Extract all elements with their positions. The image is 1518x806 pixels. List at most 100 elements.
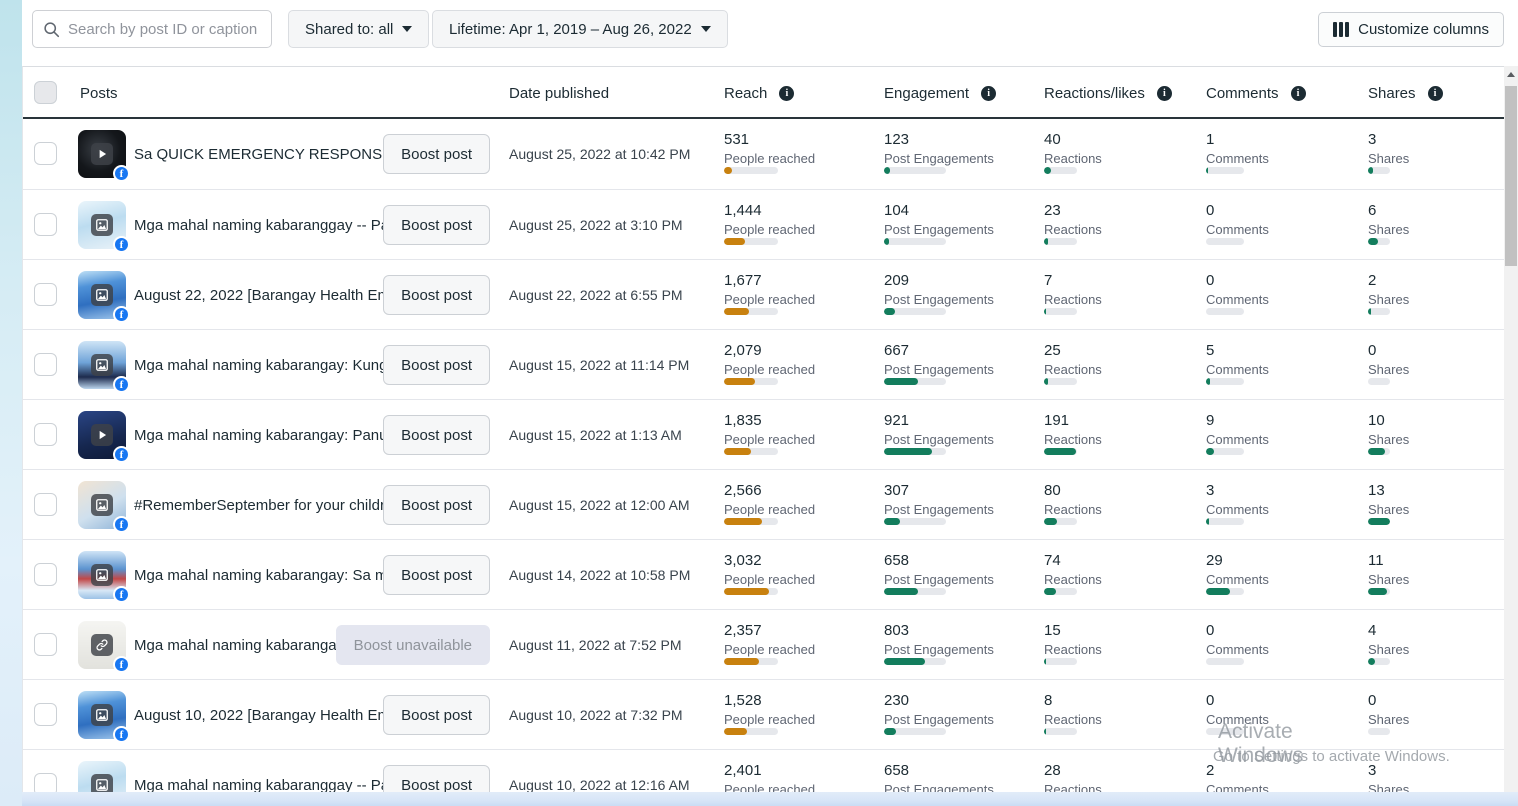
info-icon[interactable] <box>1156 85 1172 101</box>
scrollbar-thumb[interactable] <box>1505 86 1517 266</box>
row-checkbox[interactable] <box>34 773 57 792</box>
engagement-bar <box>884 518 946 525</box>
engagement-value: 658 <box>884 552 910 569</box>
row-checkbox[interactable] <box>34 563 57 586</box>
reach-label: People reached <box>724 502 816 517</box>
info-icon[interactable] <box>779 85 795 101</box>
reactions-value: 25 <box>1044 342 1061 359</box>
reactions-label: Reactions <box>1044 222 1102 237</box>
boost-post-button[interactable]: Boost post <box>383 345 490 385</box>
reach-label: People reached <box>724 151 816 166</box>
engagement-value: 209 <box>884 272 910 289</box>
date-published: August 14, 2022 at 10:58 PM <box>509 567 691 583</box>
lifetime-filter[interactable]: Lifetime: Apr 1, 2019 – Aug 26, 2022 <box>432 10 728 48</box>
comments-bar <box>1206 448 1244 455</box>
post-caption[interactable]: Sa QUICK EMERGENCY RESPONSE REQ... <box>134 145 389 163</box>
post-caption[interactable]: Mga mahal naming kabaranggay -- Pa... <box>134 216 389 234</box>
row-checkbox[interactable] <box>34 213 57 236</box>
post-thumbnail[interactable] <box>78 621 130 673</box>
vertical-scrollbar[interactable] <box>1504 66 1518 806</box>
comments-value: 0 <box>1206 622 1215 639</box>
post-thumbnail[interactable] <box>78 411 130 463</box>
reach-value: 1,835 <box>724 412 762 429</box>
reactions-bar <box>1044 167 1077 174</box>
post-caption[interactable]: Mga mahal naming kabarangay: Sa mg... <box>134 566 389 584</box>
reactions-bar <box>1044 238 1077 245</box>
comments-label: Comments <box>1206 432 1269 447</box>
post-caption[interactable]: Mga mahal naming kabarangay: Panuo... <box>134 426 389 444</box>
reach-bar <box>724 167 778 174</box>
table-body: Sa QUICK EMERGENCY RESPONSE REQ... Boost… <box>23 119 1504 792</box>
row-checkbox[interactable] <box>34 703 57 726</box>
scrollbar-up-arrow-icon[interactable] <box>1504 66 1518 82</box>
row-checkbox[interactable] <box>34 142 57 165</box>
boost-post-button[interactable]: Boost post <box>383 765 490 792</box>
post-caption[interactable]: #RememberSeptember for your childre... <box>134 496 389 514</box>
post-thumbnail[interactable] <box>78 271 130 323</box>
engagement-value: 921 <box>884 412 910 429</box>
shares-label: Shares <box>1368 362 1410 377</box>
shares-label: Shares <box>1368 782 1410 792</box>
post-type-icon <box>91 564 113 586</box>
customize-columns-button[interactable]: Customize columns <box>1318 12 1504 47</box>
post-thumbnail[interactable] <box>78 551 130 603</box>
search-input[interactable] <box>68 20 261 38</box>
shares-label: Shares <box>1368 642 1410 657</box>
row-checkbox[interactable] <box>34 423 57 446</box>
column-header-shares: Shares <box>1368 67 1443 119</box>
post-thumbnail[interactable] <box>78 130 130 182</box>
comments-value: 29 <box>1206 552 1223 569</box>
shared-to-filter[interactable]: Shared to: all <box>288 10 430 48</box>
facebook-badge-icon <box>113 165 130 182</box>
comments-value: 0 <box>1206 272 1215 289</box>
post-thumbnail[interactable] <box>78 481 130 533</box>
row-checkbox[interactable] <box>34 633 57 656</box>
post-thumbnail[interactable] <box>78 761 126 792</box>
shared-to-label: Shared to: all <box>305 20 394 38</box>
post-caption[interactable]: August 22, 2022 [Barangay Health Eme... <box>134 286 389 304</box>
row-checkbox[interactable] <box>34 493 57 516</box>
boost-post-button[interactable]: Boost post <box>383 485 490 525</box>
comments-bar <box>1206 518 1244 525</box>
engagement-bar <box>884 728 946 735</box>
engagement-label: Post Engagements <box>884 222 994 237</box>
boost-post-button[interactable]: Boost post <box>383 415 490 455</box>
date-published: August 15, 2022 at 1:13 AM <box>509 427 682 443</box>
post-caption[interactable]: Mga mahal naming kabarangay: Kung ... <box>134 356 389 374</box>
search-box[interactable] <box>32 10 272 48</box>
shares-bar <box>1368 378 1390 385</box>
post-type-icon <box>91 774 113 792</box>
post-caption[interactable]: August 10, 2022 [Barangay Health Eme... <box>134 706 389 724</box>
boost-post-button[interactable]: Boost unavailable <box>335 625 490 665</box>
reach-value: 2,401 <box>724 762 762 779</box>
post-thumbnail[interactable] <box>78 341 130 393</box>
info-icon[interactable] <box>1427 85 1443 101</box>
date-published: August 15, 2022 at 12:00 AM <box>509 497 690 513</box>
post-thumbnail[interactable] <box>78 691 130 743</box>
boost-post-button[interactable]: Boost post <box>383 695 490 735</box>
column-header-comments: Comments <box>1206 67 1306 119</box>
post-caption[interactable]: Mga mahal naming kabarangay ... <box>134 636 361 654</box>
boost-post-button[interactable]: Boost post <box>383 205 490 245</box>
shares-label: Shares <box>1368 502 1410 517</box>
reach-label: People reached <box>724 222 816 237</box>
shares-bar <box>1368 518 1390 525</box>
select-all-checkbox[interactable] <box>34 81 57 104</box>
boost-post-button[interactable]: Boost post <box>383 134 490 174</box>
row-checkbox[interactable] <box>34 283 57 306</box>
post-thumbnail[interactable] <box>78 201 130 253</box>
shares-label: Shares <box>1368 292 1410 307</box>
date-published: August 10, 2022 at 7:32 PM <box>509 707 683 723</box>
engagement-bar <box>884 448 946 455</box>
engagement-bar <box>884 238 946 245</box>
info-icon[interactable] <box>1290 85 1306 101</box>
reach-bar <box>724 308 778 315</box>
info-icon[interactable] <box>981 85 997 101</box>
boost-post-button[interactable]: Boost post <box>383 275 490 315</box>
row-checkbox[interactable] <box>34 353 57 376</box>
boost-post-button[interactable]: Boost post <box>383 555 490 595</box>
post-caption[interactable]: Mga mahal naming kabaranggay -- Pa... <box>134 776 389 793</box>
engagement-bar <box>884 378 946 385</box>
date-published: August 22, 2022 at 6:55 PM <box>509 287 683 303</box>
table-row: Mga mahal naming kabarangay: Kung ... Bo… <box>23 329 1504 399</box>
